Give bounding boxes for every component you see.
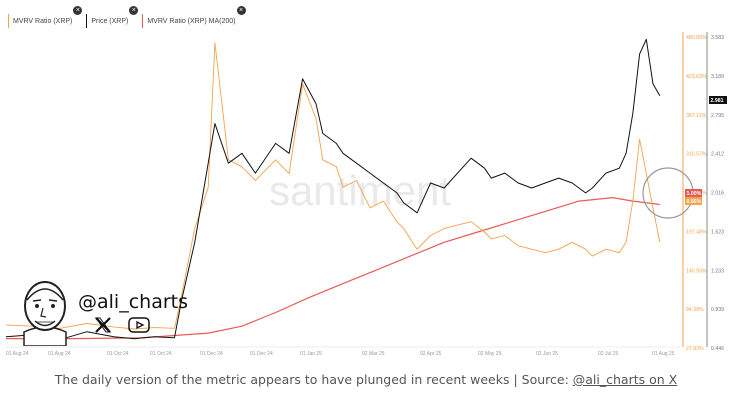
x-tick-label: 02 Jun 25 xyxy=(536,351,558,357)
y-right-tick-label: 3.189 xyxy=(711,74,724,80)
y-left-tick-label: 310.57% xyxy=(686,152,707,158)
x-tick-label: 01 Aug 24 xyxy=(6,351,29,357)
watermark: santiment xyxy=(269,167,451,214)
caption: The daily version of the metric appears … xyxy=(0,372,732,387)
author-handle[interactable]: @ali_charts xyxy=(78,291,188,313)
legend-swatch-ma200 xyxy=(142,14,144,28)
author-avatar xyxy=(23,281,67,346)
legend-label-price: Price (XRP) xyxy=(91,17,129,25)
y-right-tick-label: 0.446 xyxy=(711,346,724,352)
y-right-tick-label: 3.583 xyxy=(711,35,724,41)
y-right-tick-label: 1.233 xyxy=(711,268,724,274)
ma200-current-badge: 1.00% xyxy=(687,191,702,197)
ma200-current-badge-bg xyxy=(685,189,702,197)
x-tick-label: 02 Mar 25 xyxy=(362,351,385,357)
legend-item-price[interactable]: Price (XRP) × xyxy=(86,6,139,28)
series-line-0 xyxy=(5,42,661,330)
x-tick-label: 01 Aug 24 xyxy=(48,351,71,357)
price-current-badge: 2.981 xyxy=(711,98,724,104)
youtube-icon[interactable] xyxy=(128,317,150,333)
x-logo-icon[interactable] xyxy=(94,316,112,334)
y-right-tick-label: 2.016 xyxy=(711,191,724,197)
series-line-2 xyxy=(6,197,660,340)
x-tick-label: 02 May 25 xyxy=(478,351,502,357)
y-right-tick-label: 2.412 xyxy=(711,152,724,158)
y-right-tick-label: 2.795 xyxy=(711,113,724,119)
x-tick-label: 02 Apr 25 xyxy=(420,351,442,357)
y-left-tick-label: 27.83% xyxy=(686,346,704,352)
price-current-badge-bg xyxy=(709,96,727,104)
y-left-tick-label: 423.63% xyxy=(686,74,707,80)
mvrv-current-badge: 0.86% xyxy=(687,199,702,205)
x-tick-label: 02 Jul 25 xyxy=(598,351,619,357)
caption-text: The daily version of the metric appears … xyxy=(54,372,573,387)
x-tick-label: 01 Dec 24 xyxy=(250,351,273,357)
mvrv-current-badge-bg xyxy=(685,197,702,205)
legend-swatch-mvrv xyxy=(8,14,9,28)
y-right-tick-label: 0.839 xyxy=(711,307,724,313)
close-icon[interactable]: × xyxy=(236,6,246,15)
close-icon[interactable]: × xyxy=(129,6,139,15)
source-link[interactable]: @ali_charts on X xyxy=(572,372,678,387)
legend-label-ma200: MVRV Ratio (XRP) MA(200) xyxy=(147,17,236,25)
y-left-tick-label: 480.00% xyxy=(686,35,707,41)
y-left-tick-label: 140.93% xyxy=(686,268,707,274)
x-tick-label: 01 Jan 25 xyxy=(300,351,322,357)
social-links xyxy=(94,316,150,334)
y-left-tick-label: 84.39% xyxy=(686,307,704,313)
legend-swatch-price xyxy=(86,14,88,28)
y-left-tick-label: 367.11% xyxy=(686,113,706,119)
x-tick-label: 01 Aug 25 xyxy=(652,351,675,357)
x-tick-label: 01 Dec 24 xyxy=(200,351,223,357)
legend-item-ma200[interactable]: MVRV Ratio (XRP) MA(200) × xyxy=(142,6,246,28)
close-icon[interactable]: × xyxy=(73,6,83,15)
series-line-1 xyxy=(5,38,661,341)
chart-legend: MVRV Ratio (XRP) × Price (XRP) × MVRV Ra… xyxy=(8,6,246,28)
x-tick-label: 01 Oct 24 xyxy=(107,351,129,357)
y-right-tick-label: 1.623 xyxy=(711,229,724,235)
y-left-tick-label: 197.48% xyxy=(686,229,707,235)
legend-item-mvrv[interactable]: MVRV Ratio (XRP) × xyxy=(8,6,83,28)
x-tick-label: 01 Oct 24 xyxy=(150,351,172,357)
legend-label-mvrv: MVRV Ratio (XRP) xyxy=(13,17,73,25)
